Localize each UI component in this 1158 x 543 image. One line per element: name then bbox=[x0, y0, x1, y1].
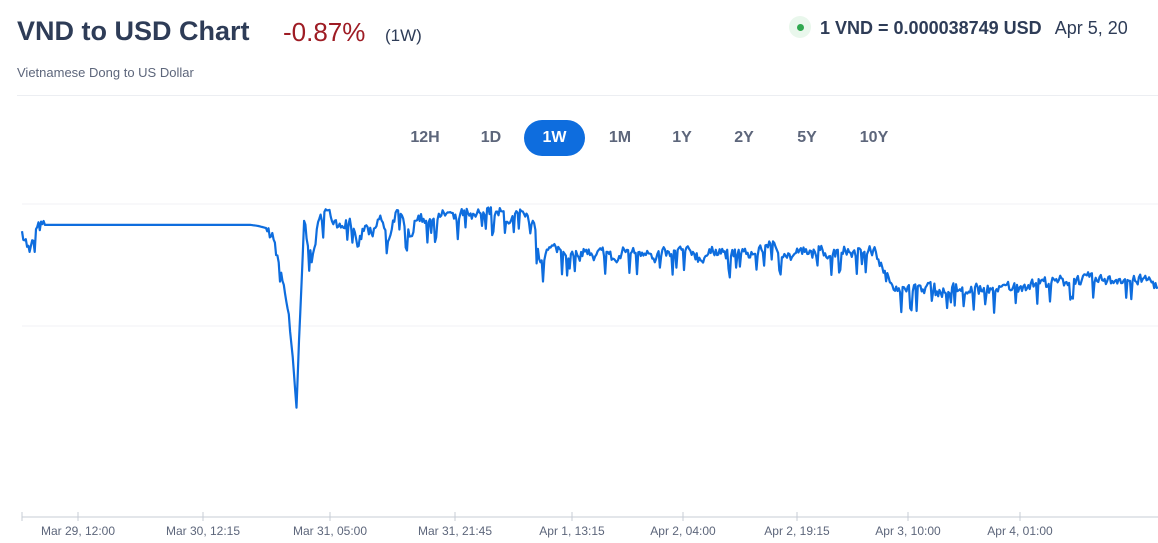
chart-header: VND to USD Chart -0.87% (1W) 1 VND = 0.0… bbox=[17, 14, 1158, 54]
page-title: VND to USD Chart bbox=[17, 16, 250, 46]
x-tick-label: Apr 2, 04:00 bbox=[650, 524, 716, 538]
range-1w-button[interactable]: 1W bbox=[524, 120, 585, 156]
percent-change: -0.87% bbox=[283, 17, 366, 47]
range-1y-button[interactable]: 1Y bbox=[662, 120, 702, 156]
x-tick-label: Mar 31, 21:45 bbox=[418, 524, 492, 538]
range-5y-button[interactable]: 5Y bbox=[786, 120, 828, 156]
live-rate: 1 VND = 0.000038749 USD Apr 5, 20 bbox=[789, 16, 1128, 40]
header-divider bbox=[17, 95, 1158, 96]
x-tick-label: Mar 31, 05:00 bbox=[293, 524, 367, 538]
live-dot bbox=[797, 24, 804, 32]
range-1d-button[interactable]: 1D bbox=[470, 120, 512, 156]
x-tick-label: Apr 2, 19:15 bbox=[764, 524, 830, 538]
x-tick-label: Apr 1, 13:15 bbox=[539, 524, 605, 538]
x-axis-ticks: Mar 29, 12:00 Mar 30, 12:15 Mar 31, 05:00 M… bbox=[21, 512, 1053, 538]
x-tick-label: Apr 4, 01:00 bbox=[987, 524, 1053, 538]
x-tick-label: Apr 3, 10:00 bbox=[875, 524, 941, 538]
live-indicator-icon bbox=[789, 16, 811, 39]
range-selector: 12H 1D 1W 1M 1Y 2Y 5Y 10Y bbox=[0, 120, 1158, 156]
range-2y-button[interactable]: 2Y bbox=[724, 120, 764, 156]
rate-value: 1 VND = 0.000038749 USD bbox=[820, 18, 1042, 38]
range-1m-button[interactable]: 1M bbox=[598, 120, 642, 156]
change-period: (1W) bbox=[385, 26, 422, 45]
x-tick-label: Mar 30, 12:15 bbox=[166, 524, 240, 538]
rate-chart: Mar 29, 12:00 Mar 30, 12:15 Mar 31, 05:00 M… bbox=[20, 203, 1158, 538]
chart-grid bbox=[22, 203, 1158, 327]
page-subtitle: Vietnamese Dong to US Dollar bbox=[17, 65, 194, 80]
x-tick-label: Mar 29, 12:00 bbox=[41, 524, 115, 538]
rate-timestamp: Apr 5, 20 bbox=[1054, 18, 1128, 38]
range-10y-button[interactable]: 10Y bbox=[852, 120, 896, 156]
series-line bbox=[20, 206, 1158, 409]
range-12h-button[interactable]: 12H bbox=[402, 120, 448, 156]
